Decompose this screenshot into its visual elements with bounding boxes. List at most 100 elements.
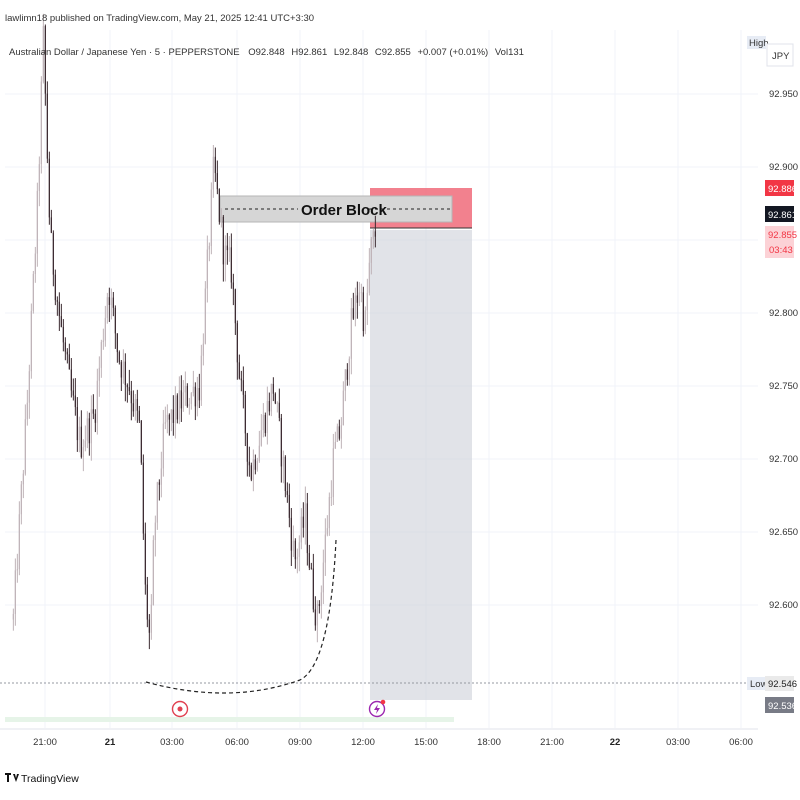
low-tag [747,677,766,690]
candle-body [314,609,316,626]
liquidity-sweep-curve[interactable] [145,539,337,694]
candle-body [320,592,322,607]
candle-body [94,413,96,423]
candle-body [224,245,226,265]
order-block-label[interactable]: Order Block [301,202,388,219]
candle-body [100,342,102,368]
candle-body [130,391,132,404]
candle-body [128,387,130,392]
candle-body [346,369,348,380]
price-tick-label: 92.800 [769,308,798,319]
candle-body [342,390,344,426]
candle-body [250,465,252,480]
candle-body [92,409,94,414]
candle-body [330,497,332,498]
candle-body [80,426,82,458]
candle-body [300,516,302,543]
volume-value: Vol131 [495,47,524,58]
candle-body [38,164,40,191]
candle-body [118,352,120,363]
currency-box[interactable] [766,43,794,67]
candle-body [260,430,262,446]
candle-body [142,462,144,534]
candle-body [122,361,124,378]
time-tick-label: 12:00 [351,737,375,748]
candle-body [190,393,192,404]
candle-body [160,468,162,485]
current-price-badge [765,226,794,258]
candle-body [98,367,100,381]
candle-body [366,292,368,311]
candle-body [230,247,232,283]
high-tag [747,36,766,49]
candle-body [370,238,372,263]
candle-body [338,426,340,439]
candle-body [268,400,270,412]
candle-body [252,459,254,480]
bottom-value: 92.536 [768,701,797,712]
candle-body [372,231,374,239]
candle-body [322,562,324,593]
candle-body [290,517,292,551]
lightning-icon [374,704,380,714]
candle-body [70,369,72,391]
candle-body [236,323,238,363]
record-icon [177,706,183,712]
candle-body [74,395,76,408]
publish-info: lawlimn18 published on TradingView.com, … [5,13,314,24]
candle-body [296,556,298,560]
price-axis[interactable]: 92.950 92.900 92.800 92.750 92.700 92.650 92.6… [769,89,798,611]
candle-body [168,414,170,420]
ohlc-change: +0.007 (+0.01%) [417,47,488,58]
candle-body [354,295,356,319]
candle-body [16,569,18,571]
candle-body [96,380,98,423]
candle-body [270,383,272,412]
candle-body [166,414,168,423]
candle-body [66,351,68,355]
event-marker-purple[interactable] [368,699,386,718]
candle-body [68,354,70,370]
tradingview-logo[interactable]: TradingView [5,773,79,785]
event-marker-red[interactable] [171,700,189,718]
candle-body [72,390,74,396]
candle-body [244,394,246,434]
candle-body [334,441,336,449]
candle-body [54,274,56,301]
candle-body [228,247,230,251]
candle-body [324,534,326,563]
time-tick-label: 18:00 [477,737,501,748]
candle-body [178,390,180,420]
candle-body [196,388,198,407]
candle-body [158,482,160,485]
low-label: Low [750,679,768,690]
time-axis[interactable]: 21:00 21 03:00 06:00 09:00 12:00 15:00 18:00 21:… [0,728,758,748]
candle-body [238,362,240,379]
candle-body [276,402,278,404]
candle-body [328,497,330,529]
candle-body [306,503,308,554]
candle-body [332,448,334,498]
candle-body [368,262,370,293]
candle-body [272,383,274,394]
projection-zone[interactable] [370,230,472,700]
candle-body [144,533,146,585]
candle-body [84,440,86,448]
candle-body [14,570,16,614]
candle-body [246,433,248,462]
price-tick-label: 92.950 [769,89,798,100]
candle-body [304,503,306,528]
candle-body [278,402,280,418]
ohlc-low: L92.848 [334,47,368,58]
candle-body [146,584,148,620]
candle-body [298,542,300,557]
candle-body [62,326,64,343]
red-price-value: 92.886 [768,184,797,195]
candle-body [22,473,24,485]
last-price-badge [765,206,794,222]
candle-body [348,358,350,380]
candle-body [188,403,190,407]
low-value-badge [765,676,794,691]
candle-body [44,26,46,94]
